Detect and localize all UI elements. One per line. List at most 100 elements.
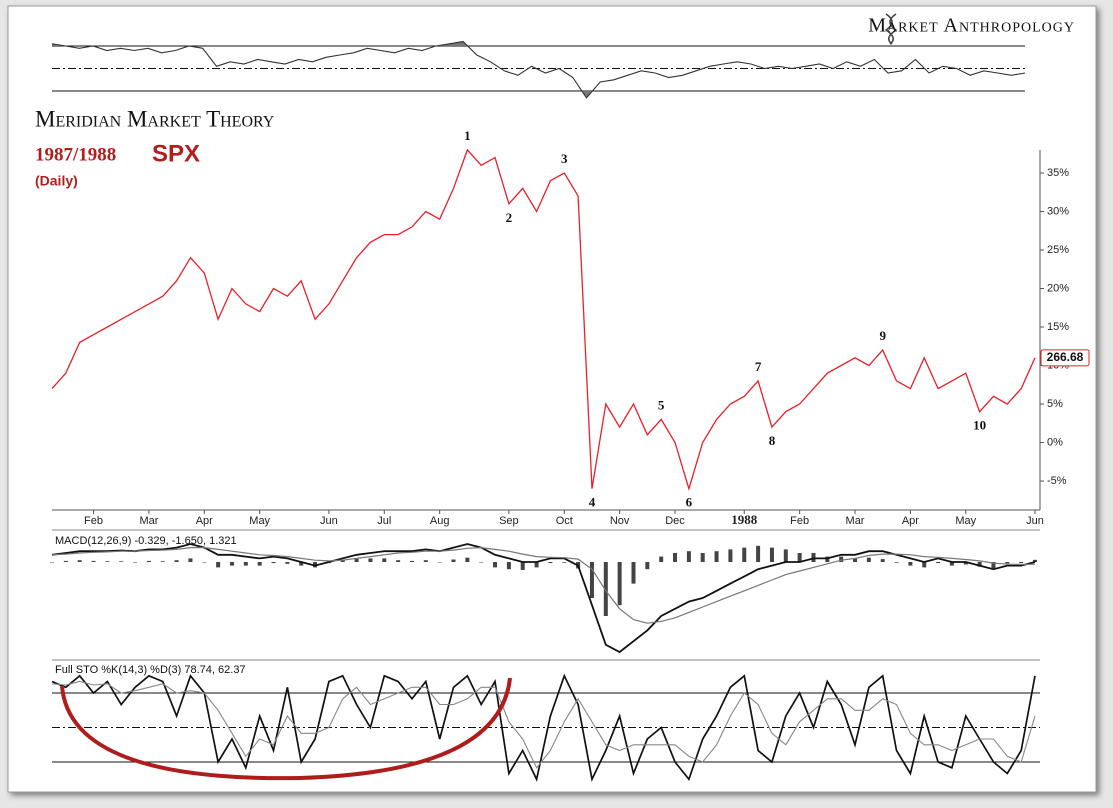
histogram-bar bbox=[493, 562, 498, 568]
macd-label: MACD(12,26,9) -0.329, -1.650, 1.321 bbox=[55, 535, 237, 547]
wave-label: 9 bbox=[879, 328, 886, 343]
percent-k-line bbox=[51, 673, 1036, 783]
histogram-bar bbox=[216, 562, 221, 568]
histogram-bar bbox=[105, 561, 110, 562]
histogram-bar bbox=[243, 562, 248, 566]
histogram-bar bbox=[340, 560, 345, 562]
histogram-bar bbox=[285, 562, 290, 564]
brand: Market Anthropology bbox=[868, 15, 1075, 37]
histogram-bar bbox=[50, 562, 54, 563]
y-tick-label: 30% bbox=[1047, 205, 1069, 217]
histogram-bar bbox=[202, 562, 207, 563]
y-tick-label: -5% bbox=[1047, 475, 1067, 487]
histogram-bar bbox=[894, 562, 899, 563]
histogram-bar bbox=[756, 545, 761, 562]
histogram-bar bbox=[714, 551, 719, 562]
histogram-bar bbox=[631, 562, 636, 584]
histogram-bar bbox=[728, 549, 733, 562]
histogram-bar bbox=[686, 551, 691, 562]
histogram-bar bbox=[423, 560, 428, 562]
histogram-bar bbox=[382, 558, 387, 562]
histogram-bar bbox=[396, 560, 401, 562]
wave-label: 6 bbox=[686, 495, 693, 510]
wave-label: 1 bbox=[464, 128, 471, 143]
histogram-bar bbox=[783, 549, 788, 562]
histogram-bar bbox=[506, 562, 511, 570]
x-tick-label: Oct bbox=[556, 515, 573, 527]
x-tick-label: Nov bbox=[610, 515, 630, 527]
histogram-bar bbox=[839, 556, 844, 562]
histogram-bar bbox=[880, 559, 885, 562]
oscillator-line bbox=[51, 40, 1026, 99]
last-value-label: 266.68 bbox=[1047, 350, 1084, 364]
x-tick-label: Apr bbox=[196, 515, 213, 527]
histogram-bar bbox=[936, 562, 941, 564]
x-tick-label: Jun bbox=[320, 515, 338, 527]
wave-label: 7 bbox=[755, 359, 762, 374]
y-tick-label: 35% bbox=[1047, 167, 1069, 179]
y-tick-label: 0% bbox=[1047, 436, 1063, 448]
signal-line bbox=[51, 546, 1036, 624]
highlight-arc bbox=[60, 677, 512, 781]
histogram-bar bbox=[922, 562, 927, 568]
x-tick-label: Dec bbox=[665, 515, 685, 527]
x-tick-label: Aug bbox=[430, 515, 450, 527]
histogram-bar bbox=[451, 559, 456, 562]
histogram-bar bbox=[188, 558, 193, 562]
histogram-bar bbox=[119, 561, 124, 562]
chart-title: Meridian Market Theory bbox=[35, 106, 275, 131]
histogram-bar bbox=[617, 562, 622, 606]
x-tick-label: May bbox=[249, 515, 270, 527]
histogram-bar bbox=[866, 557, 871, 562]
histogram-bar bbox=[963, 562, 968, 565]
histogram-bar bbox=[368, 558, 373, 562]
histogram-bar bbox=[1033, 559, 1037, 562]
histogram-bar bbox=[589, 562, 594, 598]
histogram-bar bbox=[949, 562, 954, 566]
frame bbox=[7, 5, 1097, 793]
x-tick-label: Mar bbox=[846, 515, 865, 527]
histogram-bar bbox=[520, 562, 525, 570]
last-value-box bbox=[1040, 349, 1090, 367]
wave-label: 2 bbox=[506, 210, 513, 225]
histogram-bar bbox=[1019, 562, 1024, 564]
wave-label: 8 bbox=[769, 433, 776, 448]
x-tick-label: Mar bbox=[139, 515, 158, 527]
x-tick-label: Jun bbox=[1026, 515, 1044, 527]
wave-label: 3 bbox=[561, 151, 568, 166]
histogram-bar bbox=[977, 562, 982, 567]
wave-label: 4 bbox=[589, 495, 596, 510]
histogram-bar bbox=[271, 562, 276, 564]
x-tick-label: Sep bbox=[499, 515, 519, 527]
histogram-bar bbox=[645, 562, 650, 570]
period: (Daily) bbox=[35, 173, 78, 189]
histogram-bar bbox=[479, 562, 484, 563]
histogram-bar bbox=[437, 562, 442, 563]
histogram-bar bbox=[91, 560, 96, 562]
histogram-bar bbox=[742, 547, 747, 562]
histogram-bar bbox=[659, 556, 664, 562]
x-tick-label: Feb bbox=[790, 515, 809, 527]
histogram-bar bbox=[257, 562, 262, 566]
brand-logo bbox=[884, 13, 898, 45]
histogram-bar bbox=[133, 562, 138, 563]
histogram-bar bbox=[534, 562, 539, 568]
x-tick-label: Jul bbox=[377, 515, 391, 527]
symbol: SPX bbox=[152, 140, 200, 167]
histogram-bar bbox=[354, 558, 359, 562]
y-tick-label: 25% bbox=[1047, 244, 1069, 256]
wave-label: 5 bbox=[658, 397, 665, 412]
price-line bbox=[51, 148, 1036, 491]
histogram-bar bbox=[797, 553, 802, 562]
histogram-bar bbox=[562, 562, 567, 563]
histogram-bar bbox=[146, 560, 151, 562]
histogram-bar bbox=[991, 562, 996, 569]
histogram-bar bbox=[63, 560, 68, 562]
x-tick-label: 1988 bbox=[731, 512, 758, 527]
histogram-bar bbox=[700, 553, 705, 562]
histogram-bar bbox=[409, 560, 414, 562]
macd-line bbox=[51, 543, 1036, 654]
histogram-bar bbox=[548, 562, 553, 564]
